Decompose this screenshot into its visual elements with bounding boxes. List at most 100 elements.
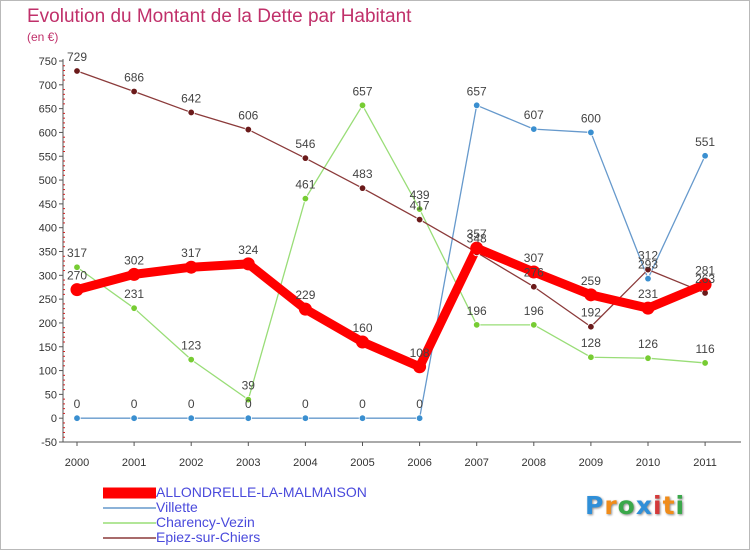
- data-label: 307: [524, 251, 544, 265]
- data-label: 259: [581, 274, 601, 288]
- y-tick-label: 250: [39, 294, 57, 306]
- x-tick-label: 2008: [522, 457, 546, 469]
- series-point-0: [413, 360, 427, 374]
- x-tick-label: 2002: [179, 457, 203, 469]
- data-label: 0: [131, 397, 138, 411]
- x-tick-label: 2011: [693, 457, 717, 469]
- y-tick-label: 550: [39, 151, 57, 163]
- legend-label-allondrelle: ALLONDRELLE-LA-MALMAISON: [156, 484, 367, 500]
- series-point-1: [187, 414, 195, 422]
- legend-label-villette: Villette: [156, 499, 198, 515]
- y-tick-label: 700: [39, 80, 57, 92]
- x-tick-label: 2001: [122, 457, 146, 469]
- series-point-1: [301, 414, 310, 422]
- x-tick-label: 2010: [636, 457, 660, 469]
- y-tick-label: 400: [39, 223, 57, 235]
- data-label: 196: [524, 304, 544, 318]
- series-point-2: [473, 321, 481, 329]
- series-line-0: [72, 243, 710, 372]
- series-point-0: [356, 335, 369, 349]
- x-tick-label: 2006: [407, 457, 431, 469]
- series-point-0: [527, 265, 541, 279]
- series-point-2: [701, 359, 709, 367]
- data-label: 116: [696, 342, 715, 356]
- series-point-2: [73, 263, 81, 271]
- data-label: 317: [67, 246, 87, 260]
- logo-letter: t: [662, 491, 676, 520]
- logo-letter: o: [617, 491, 636, 520]
- series-point-0: [184, 260, 198, 274]
- series-point-2: [130, 304, 138, 312]
- data-label: 642: [181, 91, 201, 105]
- data-label: 0: [74, 397, 81, 411]
- series-line-2: [76, 104, 706, 401]
- data-label: 324: [238, 243, 258, 257]
- series-point-3: [301, 154, 310, 162]
- y-tick-label: 600: [39, 127, 57, 139]
- series-point-2: [415, 205, 424, 213]
- data-label: 270: [67, 269, 87, 283]
- data-label: 293: [638, 258, 658, 272]
- series-point-3: [530, 283, 538, 291]
- series-point-0: [127, 267, 141, 281]
- y-tick-label: 650: [39, 104, 57, 116]
- series-point-1: [587, 128, 595, 137]
- data-label: 160: [352, 321, 372, 335]
- data-label: 231: [124, 287, 144, 301]
- y-tick-label: 100: [39, 366, 57, 378]
- series-point-0: [641, 301, 655, 315]
- data-label: 461: [295, 178, 315, 192]
- logo-letter: x: [635, 491, 653, 520]
- proxiti-logo: Proxiti: [585, 491, 685, 520]
- series-point-1: [473, 101, 481, 109]
- series-point-1: [358, 414, 367, 422]
- data-label: 196: [467, 304, 487, 318]
- legend-swatch-epiez: [103, 537, 156, 539]
- data-label: 0: [302, 397, 309, 411]
- y-tick-label: 200: [39, 318, 57, 330]
- data-label: 281: [695, 263, 715, 277]
- data-label: 0: [359, 397, 366, 411]
- series-point-3: [187, 108, 195, 117]
- logo-letter: P: [585, 491, 605, 520]
- x-tick-label: 2009: [579, 457, 603, 469]
- data-label: 123: [181, 339, 201, 353]
- series-line-3: [76, 70, 706, 328]
- data-label: 600: [581, 111, 601, 125]
- data-label: 439: [410, 188, 430, 202]
- legend-label-charency: Charency-Vezin: [156, 514, 255, 530]
- y-tick-label: 300: [39, 270, 57, 282]
- series-point-2: [530, 321, 538, 329]
- y-tick-label: 50: [45, 389, 57, 401]
- series-point-3: [358, 184, 367, 192]
- y-tick-label: 0: [51, 413, 57, 425]
- y-tick-label: 500: [39, 175, 57, 187]
- data-label: 357: [467, 227, 487, 241]
- data-label: 192: [581, 306, 601, 320]
- data-label: 229: [295, 288, 315, 302]
- data-label: 0: [416, 397, 423, 411]
- legend-swatch-allondrelle: [103, 487, 156, 499]
- y-tick-label: 450: [39, 199, 57, 211]
- logo-letter: i: [675, 491, 686, 520]
- data-label: 126: [638, 337, 658, 351]
- series-point-1: [415, 414, 424, 422]
- data-label: 607: [524, 108, 544, 122]
- data-label: 657: [352, 84, 372, 98]
- x-tick-label: 2005: [350, 457, 374, 469]
- legend-label-epiez: Epiez-sur-Chiers: [156, 529, 261, 545]
- logo-letter: r: [604, 491, 618, 520]
- series-point-1: [130, 414, 138, 422]
- series-point-2: [587, 353, 595, 361]
- series-point-2: [244, 395, 252, 404]
- x-tick-label: 2000: [65, 457, 89, 469]
- series-point-1: [530, 125, 538, 133]
- data-label: 0: [188, 397, 195, 411]
- data-label: 276: [524, 266, 544, 280]
- series-point-1: [244, 414, 252, 422]
- y-tick-label: 750: [39, 56, 57, 68]
- series-point-1: [701, 152, 709, 160]
- data-label: 128: [581, 336, 601, 350]
